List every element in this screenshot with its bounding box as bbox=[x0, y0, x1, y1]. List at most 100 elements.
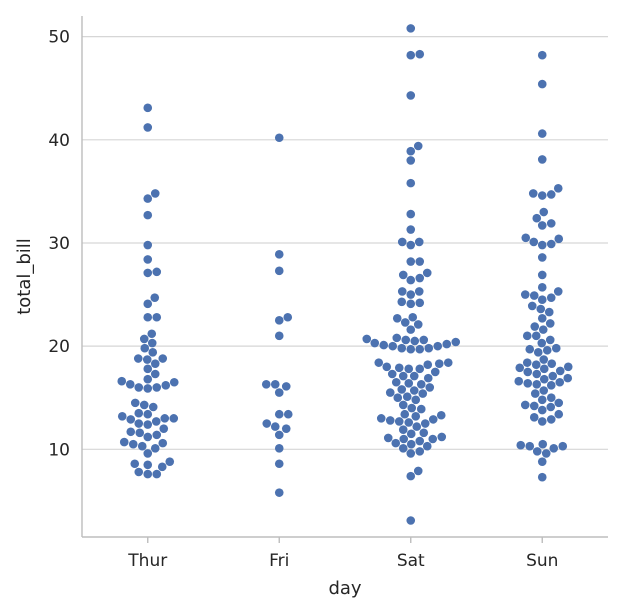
data-point-sat bbox=[430, 367, 440, 377]
data-point-thur bbox=[137, 441, 147, 451]
y-tick-label-40: 40 bbox=[48, 131, 70, 151]
data-point-sat bbox=[428, 434, 438, 444]
data-point-thur bbox=[152, 430, 162, 440]
x-tick-label-sat: Sat bbox=[397, 551, 425, 571]
data-point-sun bbox=[553, 287, 563, 296]
data-point-sat bbox=[419, 428, 429, 438]
x-tick-label-thur: Thur bbox=[127, 551, 167, 571]
data-point-sun bbox=[546, 393, 556, 403]
data-point-sun bbox=[558, 441, 568, 451]
data-point-sun bbox=[539, 207, 549, 217]
data-point-thur bbox=[157, 462, 167, 472]
data-point-thur bbox=[128, 439, 138, 449]
data-point-sat bbox=[397, 385, 407, 394]
data-point-sat bbox=[402, 392, 412, 401]
data-point-sat bbox=[416, 404, 426, 414]
data-point-thur bbox=[143, 299, 153, 309]
data-point-sat bbox=[397, 343, 407, 353]
data-point-fri bbox=[274, 316, 284, 325]
data-point-sat bbox=[370, 338, 380, 348]
data-point-sun bbox=[520, 400, 530, 410]
data-point-sun bbox=[553, 183, 563, 193]
data-point-thur bbox=[148, 402, 158, 412]
data-point-sun bbox=[546, 381, 556, 390]
data-point-sat bbox=[406, 209, 416, 219]
data-points bbox=[117, 24, 573, 525]
data-point-sat bbox=[443, 358, 453, 367]
data-point-thur bbox=[158, 354, 168, 363]
data-point-sun bbox=[514, 376, 524, 386]
data-point-sun bbox=[529, 401, 539, 411]
data-point-thur bbox=[143, 469, 153, 479]
data-point-sun bbox=[537, 79, 547, 89]
data-point-sat bbox=[398, 443, 408, 453]
data-point-sun bbox=[522, 331, 532, 341]
data-point-sat bbox=[423, 373, 433, 383]
data-point-sun bbox=[527, 301, 537, 311]
x-tick-label-fri: Fri bbox=[269, 551, 289, 571]
data-point-thur bbox=[143, 460, 153, 470]
data-point-fri bbox=[274, 266, 284, 276]
data-point-sat bbox=[451, 337, 461, 347]
data-point-thur bbox=[143, 268, 153, 278]
data-point-sun bbox=[537, 395, 547, 405]
data-point-sat bbox=[415, 364, 425, 374]
data-point-sat bbox=[406, 240, 416, 250]
data-point-sun bbox=[522, 358, 532, 367]
data-point-sat bbox=[406, 344, 416, 354]
data-point-fri bbox=[262, 419, 272, 428]
data-point-thur bbox=[147, 338, 157, 348]
data-point-thur bbox=[161, 381, 171, 390]
data-point-sat bbox=[409, 386, 419, 395]
data-point-sun bbox=[533, 348, 543, 357]
data-point-thur bbox=[143, 384, 153, 393]
data-point-fri bbox=[261, 380, 271, 389]
data-point-sat bbox=[415, 257, 425, 266]
data-point-sat bbox=[406, 275, 416, 285]
data-point-sun bbox=[537, 253, 547, 262]
y-axis-label: total_bill bbox=[14, 238, 35, 315]
y-axis-ticks: 10 20 30 40 50 bbox=[48, 28, 70, 461]
data-point-sat bbox=[383, 433, 393, 443]
data-point-sun bbox=[525, 441, 535, 451]
data-point-thur bbox=[150, 293, 160, 302]
data-point-sun bbox=[528, 189, 538, 198]
data-point-sat bbox=[404, 418, 414, 427]
data-point-sat bbox=[406, 429, 416, 439]
data-point-sun bbox=[537, 129, 547, 138]
data-point-thur bbox=[150, 443, 160, 453]
data-point-sun bbox=[546, 293, 556, 302]
data-point-sat bbox=[392, 333, 402, 343]
data-point-sun bbox=[545, 319, 555, 328]
data-point-sun bbox=[563, 362, 573, 372]
data-point-thur bbox=[143, 312, 153, 322]
data-point-sun bbox=[538, 325, 548, 334]
data-point-sun bbox=[555, 366, 565, 376]
data-point-fri bbox=[274, 459, 284, 469]
data-point-sat bbox=[398, 400, 408, 410]
data-point-sat bbox=[406, 50, 416, 60]
data-point-thur bbox=[126, 415, 136, 424]
data-point-sat bbox=[391, 377, 401, 387]
data-point-thur bbox=[126, 427, 136, 437]
data-point-fri bbox=[274, 388, 284, 397]
data-point-sat bbox=[420, 419, 430, 428]
data-point-sun bbox=[531, 360, 541, 370]
data-point-thur bbox=[143, 103, 153, 113]
data-point-thur bbox=[151, 417, 161, 426]
data-point-sun bbox=[539, 374, 549, 384]
data-point-sat bbox=[406, 257, 416, 266]
data-point-sun bbox=[554, 409, 564, 419]
data-point-sun bbox=[539, 355, 549, 364]
data-point-sat bbox=[387, 369, 397, 379]
data-point-thur bbox=[140, 343, 150, 353]
data-point-thur bbox=[169, 377, 179, 387]
data-point-fri bbox=[274, 331, 284, 341]
data-point-thur bbox=[158, 438, 168, 448]
data-point-sun bbox=[544, 307, 554, 317]
data-point-sat bbox=[388, 341, 398, 351]
data-point-sun bbox=[521, 233, 531, 243]
data-point-fri bbox=[270, 380, 280, 389]
data-point-sun bbox=[531, 331, 541, 341]
